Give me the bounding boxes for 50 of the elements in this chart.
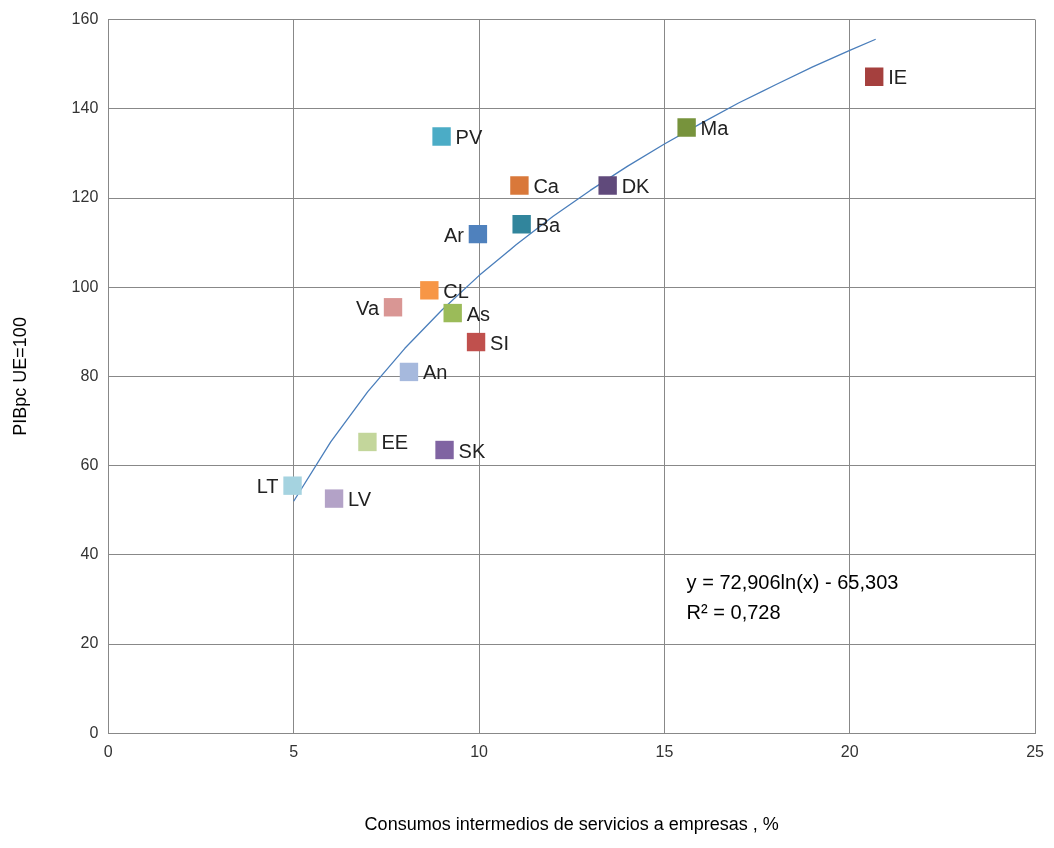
annotation: R² = 0,728 [686, 600, 781, 623]
series-label: PV [455, 125, 483, 148]
y-tick-label: 120 [71, 188, 99, 206]
point [468, 224, 488, 244]
x-tick-label: 25 [1026, 743, 1045, 761]
y-tick-label: 160 [71, 10, 99, 28]
point [598, 176, 617, 195]
y-tick-label: 80 [80, 366, 99, 384]
point [324, 489, 344, 508]
series-label: SI [490, 331, 509, 354]
series-label: Ar [443, 223, 465, 246]
point [512, 215, 531, 234]
point [435, 440, 454, 460]
x-axis-title: Consumos intermedios de servicios a empresas , % [364, 814, 779, 835]
point [443, 303, 462, 323]
series-label: Va [356, 296, 380, 319]
series-label: DK [621, 175, 651, 198]
series-label: LV [348, 488, 372, 511]
series-label: SK [458, 439, 486, 462]
point [677, 118, 696, 137]
annotation: y = 72,906ln(x) - 65,303 [686, 570, 899, 593]
y-tick-label: 20 [80, 634, 99, 652]
point [358, 432, 377, 452]
x-tick-label: 10 [470, 743, 489, 761]
y-tick-label: 0 [89, 723, 99, 741]
series-label: EE [381, 431, 409, 454]
series-label: As [466, 302, 491, 325]
point [865, 67, 884, 86]
y-tick-label: 140 [71, 99, 99, 117]
y-tick-label: 100 [71, 277, 99, 295]
x-tick-label: 20 [840, 743, 859, 761]
point [432, 127, 451, 146]
point [420, 281, 439, 300]
series-label: Ba [535, 213, 561, 236]
y-axis-title: PIBpc UE=100 [9, 317, 30, 436]
series-label: LT [256, 475, 279, 498]
x-tick-label: 5 [289, 743, 299, 761]
x-tick-label: 15 [655, 743, 674, 761]
y-tick-label: 40 [80, 545, 99, 563]
series-label: An [422, 361, 448, 384]
y-tick-label: 60 [80, 456, 99, 474]
point [283, 476, 302, 495]
point [399, 362, 419, 382]
point [510, 176, 529, 195]
series-label: IE [888, 66, 908, 89]
series-label: Ma [700, 117, 730, 140]
series-label: Ca [533, 175, 560, 198]
point [466, 332, 486, 352]
x-tick-label: 0 [103, 743, 113, 761]
point [383, 298, 403, 317]
